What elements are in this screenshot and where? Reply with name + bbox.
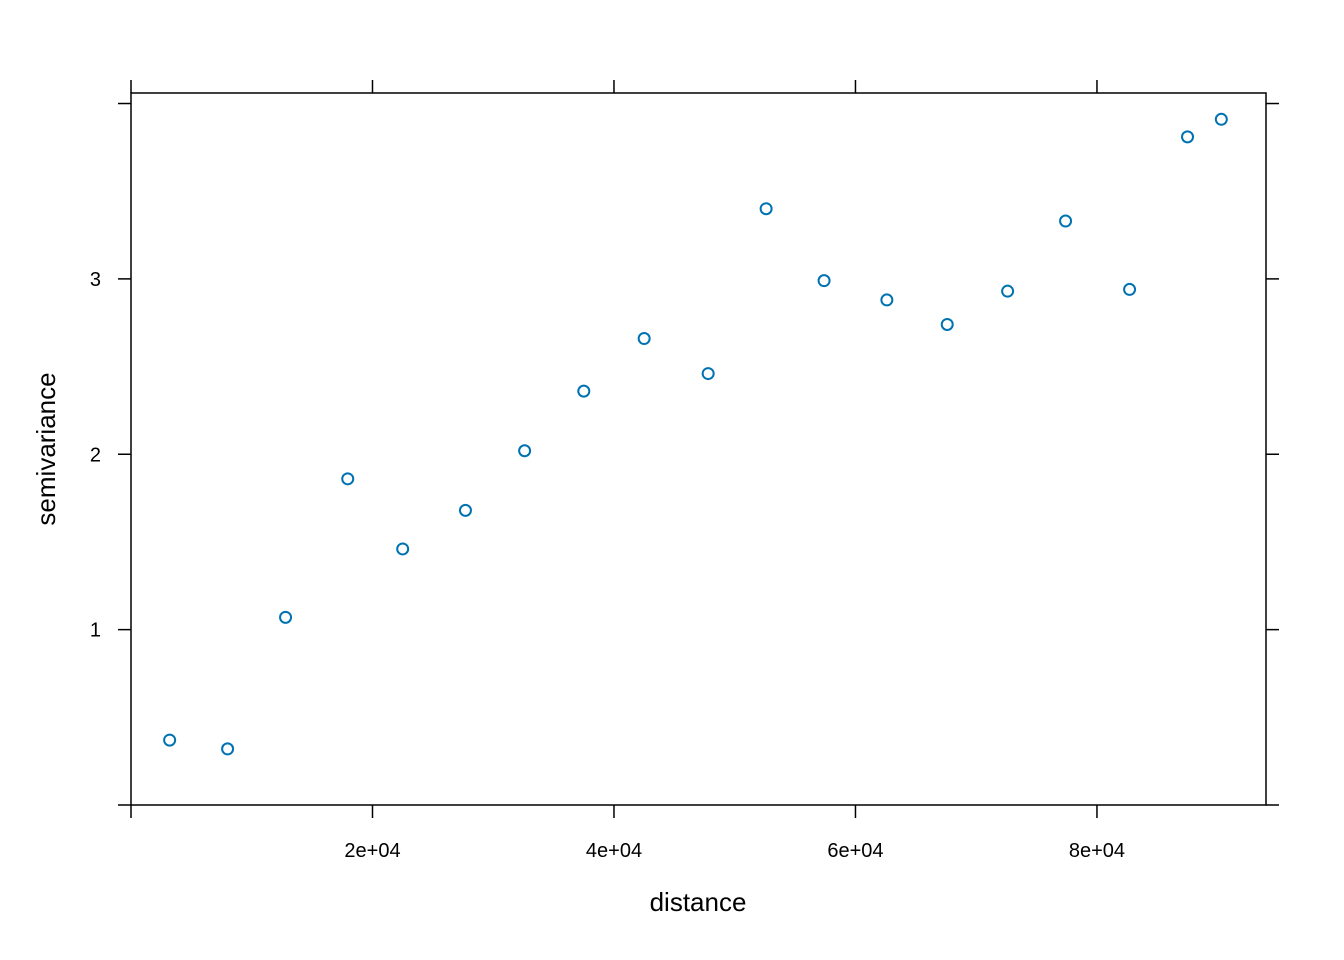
data-point-10 <box>759 202 773 216</box>
data-point-6 <box>518 444 532 458</box>
data-point-8 <box>637 332 651 346</box>
x-tick-label: 6e+04 <box>827 840 883 862</box>
data-point-14 <box>1001 284 1015 298</box>
y-tick-label: 2 <box>90 444 101 466</box>
x-tick-label: 8e+04 <box>1069 840 1125 862</box>
x-tick-label: 2e+04 <box>344 840 400 862</box>
data-point-17 <box>1181 130 1195 144</box>
data-point-15 <box>1059 214 1073 228</box>
data-point-9 <box>701 367 715 381</box>
x-axis-title: distance <box>650 887 747 917</box>
data-point-13 <box>940 317 954 331</box>
y-tick-label: 3 <box>90 269 101 291</box>
x-tick-label: 4e+04 <box>586 840 642 862</box>
data-point-16 <box>1123 282 1137 296</box>
data-point-3 <box>341 472 355 486</box>
data-point-5 <box>458 503 472 517</box>
data-point-2 <box>279 610 293 624</box>
y-axis-title: semivariance <box>31 372 61 525</box>
data-point-4 <box>396 542 410 556</box>
data-point-11 <box>817 274 831 288</box>
data-point-1 <box>221 742 235 756</box>
y-tick-label: 1 <box>90 620 101 642</box>
data-point-12 <box>880 293 894 307</box>
data-point-0 <box>163 733 177 747</box>
x-axis-ticks: 2e+04 4e+04 6e+04 8e+04 <box>130 80 1125 862</box>
data-point-7 <box>577 384 591 398</box>
data-point-18 <box>1214 112 1228 126</box>
data-points <box>163 112 1228 756</box>
y-axis-ticks: 1 2 3 <box>90 102 1279 806</box>
plot-frame <box>130 92 1267 806</box>
